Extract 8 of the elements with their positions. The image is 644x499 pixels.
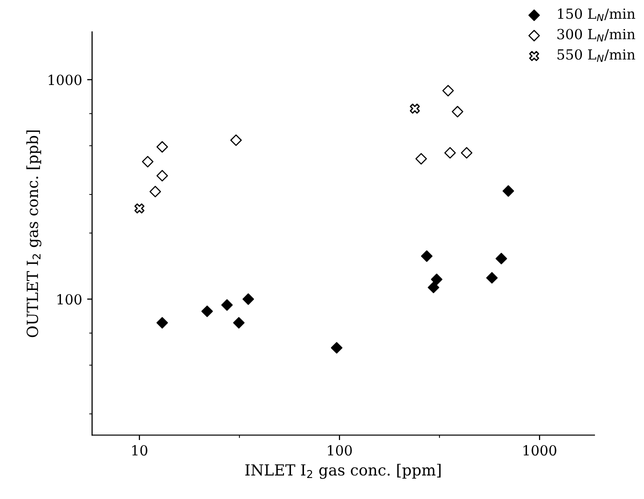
x-tick-label: 10 <box>132 445 148 456</box>
x-tick-label: 100 <box>328 445 352 456</box>
legend-label: 300 L$_{N}$/min <box>557 28 636 42</box>
legend-label: 150 L$_{N}$/min <box>558 8 636 22</box>
x-tick-label: 1000 <box>524 445 556 456</box>
y-axis-title: OUTLET I$_{2}$ gas conc. [ppb] <box>26 130 42 338</box>
x-axis-title: INLET I$_{2}$ gas conc. [ppm] <box>245 464 441 479</box>
legend-label: 550 L$_{N}$/min <box>558 49 636 62</box>
